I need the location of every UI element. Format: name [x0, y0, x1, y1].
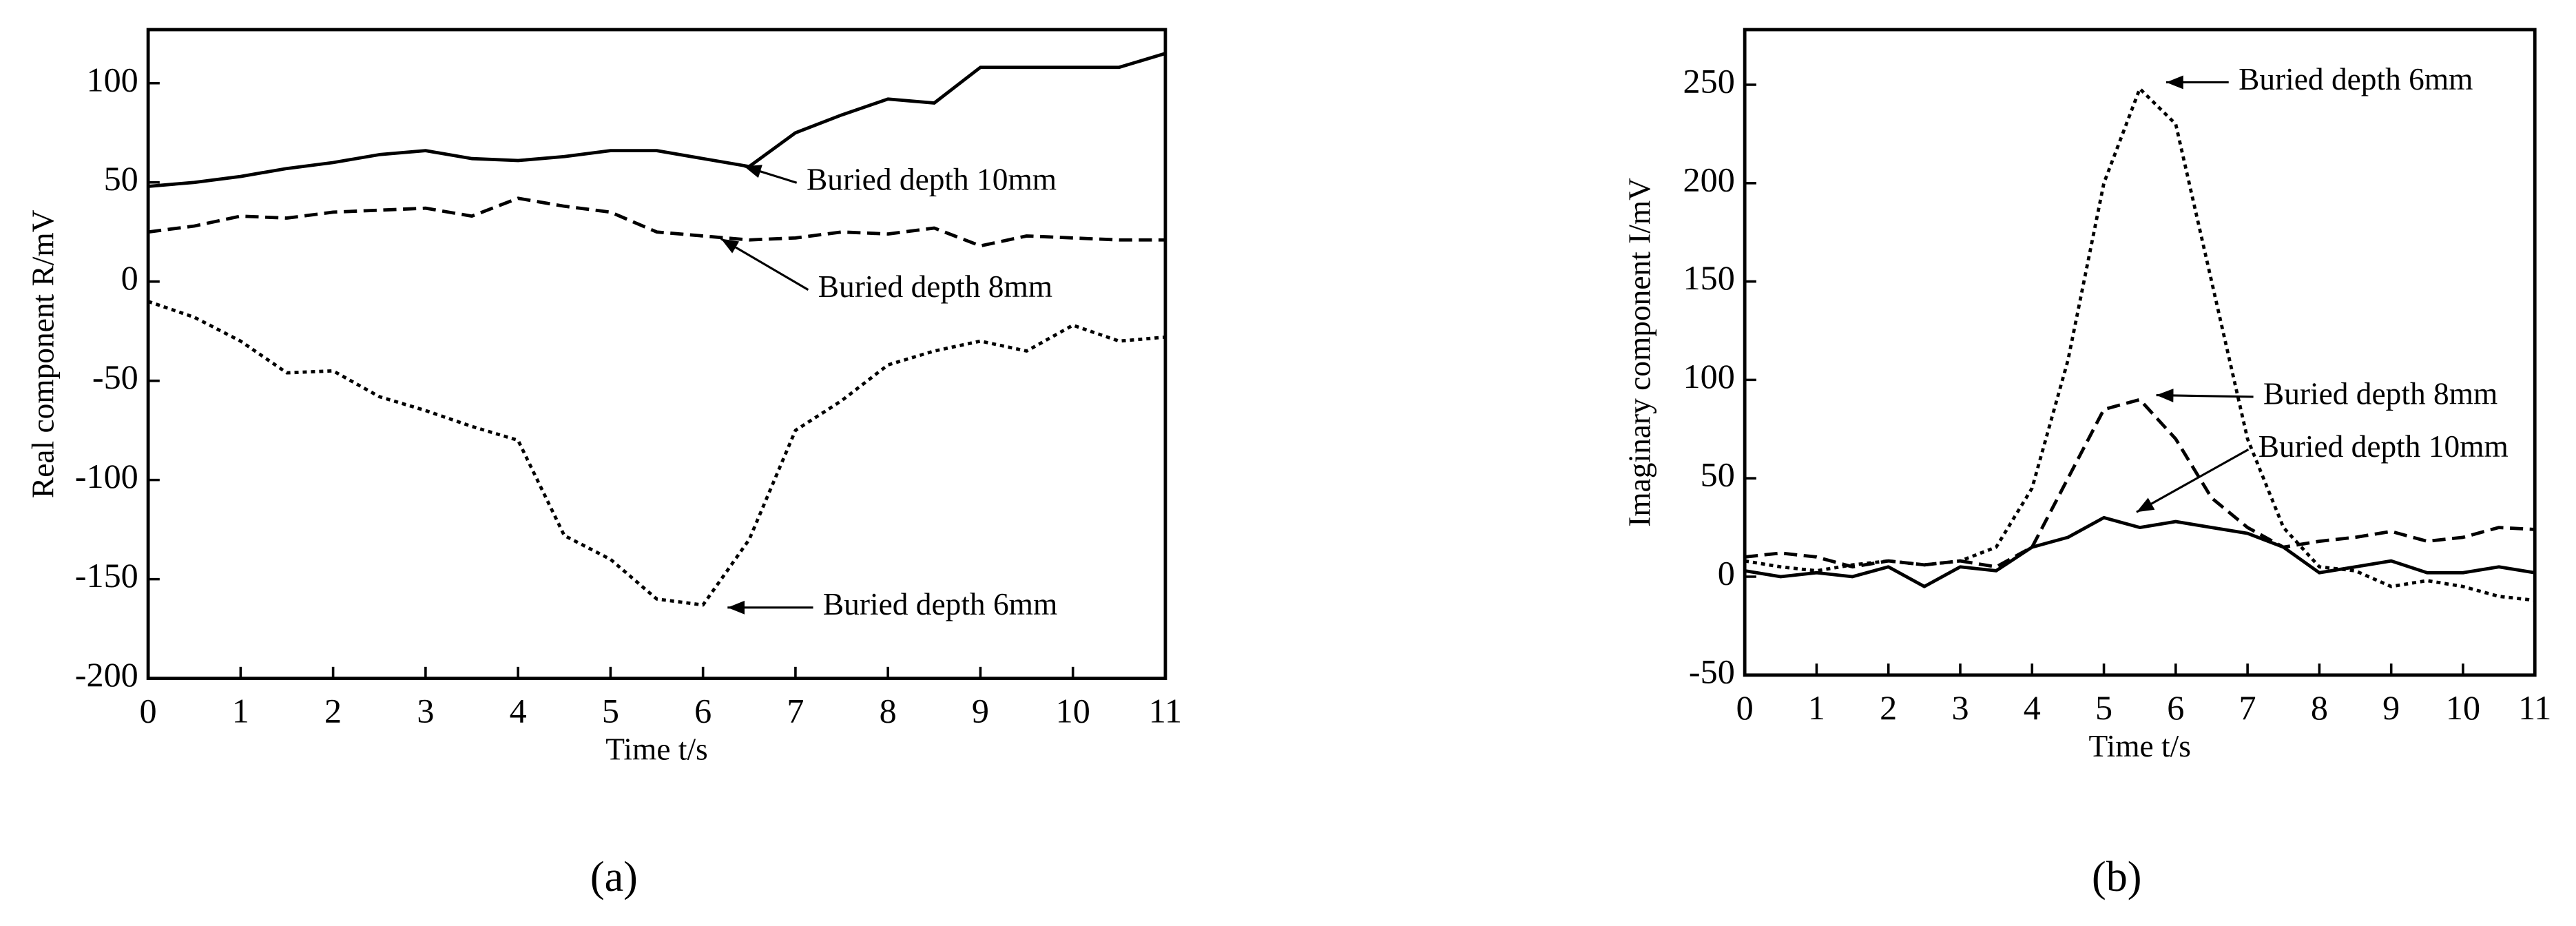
y-tick-label: 200: [1683, 160, 1735, 198]
series-line: [147, 300, 1166, 607]
x-tick-label: 6: [2167, 688, 2184, 727]
y-tick-label: 100: [86, 60, 138, 99]
annotation-arrow: [720, 238, 809, 291]
y-axis-label: Real component R/mV: [25, 209, 60, 498]
y-tick-label: -100: [75, 457, 138, 495]
y-tick-label: 250: [1683, 62, 1735, 101]
annotation: Buried depth 6mm: [2239, 62, 2473, 96]
y-tick-label: 0: [121, 258, 138, 297]
series-line: [1744, 515, 2535, 588]
y-tick-label: -50: [92, 358, 138, 396]
annotation: Buried depth 8mm: [2263, 376, 2497, 411]
x-tick-label: 7: [2239, 688, 2256, 727]
y-axis-label: Imaginary component I/mV: [1622, 178, 1656, 527]
annotation-arrow: [743, 165, 798, 184]
x-tick-label: 0: [140, 692, 157, 730]
x-tick-label: 2: [1880, 688, 1897, 727]
y-tick-label: 50: [104, 159, 138, 198]
x-tick-label: 4: [510, 692, 527, 730]
y-tick-label: 150: [1683, 258, 1735, 297]
annotation: Buried depth 10mm: [807, 163, 1057, 197]
x-tick-label: 5: [2095, 688, 2112, 727]
plot-frame: [1743, 28, 2537, 677]
x-tick-label: 8: [2311, 688, 2328, 727]
x-tick-label: 10: [1056, 692, 1090, 730]
annotation: Buried depth 10mm: [2258, 429, 2509, 464]
x-tick-label: 4: [2024, 688, 2041, 727]
y-tick-label: 0: [1718, 554, 1735, 593]
x-axis-label: Time t/s: [2088, 729, 2190, 763]
annotation: Buried depth 8mm: [818, 269, 1052, 304]
series-line: [1744, 398, 2535, 569]
x-tick-label: 6: [694, 692, 711, 730]
x-tick-label: 3: [417, 692, 434, 730]
x-tick-label: 11: [2518, 688, 2551, 727]
x-tick-label: 7: [787, 692, 804, 730]
plot-frame: [146, 28, 1167, 680]
x-tick-label: 9: [972, 692, 989, 730]
annotation-arrow: [2136, 449, 2250, 513]
annotation-arrow: [2156, 389, 2254, 402]
caption: (b): [2092, 854, 2141, 901]
y-tick-label: -150: [75, 556, 138, 595]
x-axis-label: Time t/s: [605, 732, 707, 767]
series-line: [1744, 87, 2535, 602]
x-tick-label: 10: [2446, 688, 2480, 727]
x-tick-label: 11: [1149, 692, 1182, 730]
y-tick-label: 50: [1701, 455, 1735, 494]
caption: (a): [590, 854, 638, 901]
series-line: [147, 52, 1166, 188]
x-tick-label: 3: [1951, 688, 1969, 727]
y-tick-label: -200: [75, 655, 138, 694]
x-tick-label: 2: [324, 692, 342, 730]
y-tick-label: -50: [1689, 652, 1735, 690]
series-line: [147, 196, 1165, 248]
x-tick-label: 8: [880, 692, 897, 730]
x-tick-label: 0: [1736, 688, 1754, 727]
x-tick-label: 1: [1808, 688, 1825, 727]
x-tick-label: 5: [602, 692, 619, 730]
x-tick-label: 9: [2382, 688, 2400, 727]
annotation: Buried depth 6mm: [823, 587, 1057, 621]
x-tick-label: 1: [232, 692, 249, 730]
y-tick-label: 100: [1683, 357, 1735, 395]
